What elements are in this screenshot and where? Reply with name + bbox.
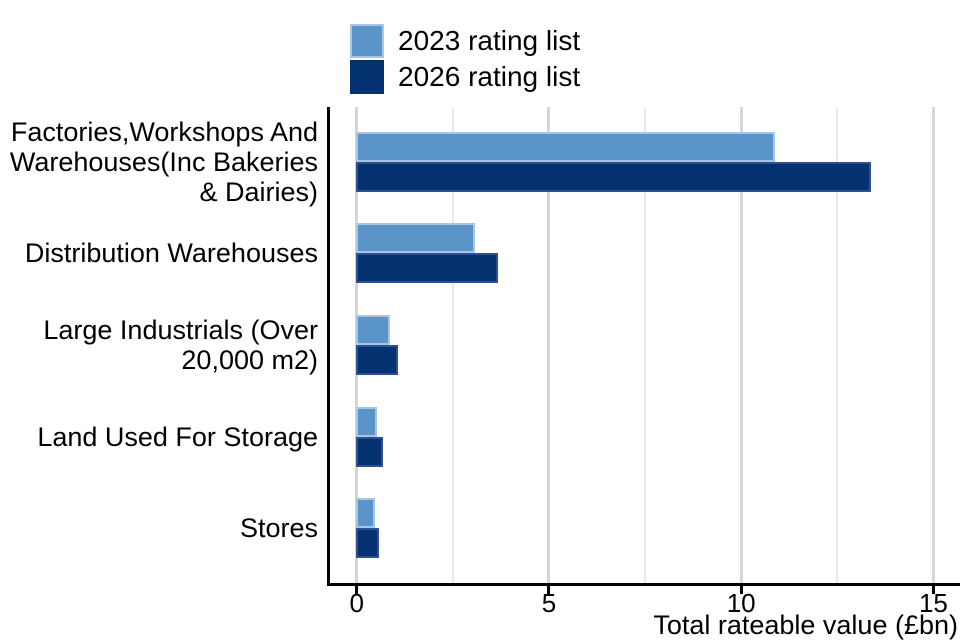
x-axis-line [327,583,960,586]
bar-series2 [355,345,398,375]
x-tick-label: 10 [726,588,756,618]
bar-series2 [355,528,379,559]
minor-gridline [836,107,839,583]
bar-series2 [355,436,383,467]
x-tick-mark [355,586,359,594]
bar-series2 [355,253,498,284]
x-tick-mark [547,586,551,594]
minor-gridline [644,107,647,583]
x-tick-label: 5 [541,588,557,618]
x-tick-label: 15 [918,588,948,618]
category-label: Land Used For Storage [37,421,318,452]
legend-key-swatch [350,60,384,94]
category-label: Factories,Workshops And Warehouses(Inc B… [9,116,318,207]
category-label: Stores [239,513,318,544]
bar-series1 [355,406,377,437]
legend: 2023 rating list 2026 rating list [350,24,580,96]
category-label: Large Industrials (Over 20,000 m2) [43,315,318,375]
legend-item-label: 2026 rating list [398,61,581,92]
legend-key-swatch [350,24,384,58]
category-label: Distribution Warehouses [24,238,318,269]
major-gridline [931,107,935,583]
x-tick-mark [739,586,743,594]
major-gridline [547,107,551,583]
legend-item-label: 2023 rating list [398,25,581,56]
legend-item: 2026 rating list [350,60,580,94]
bar-series1 [355,223,475,254]
minor-gridline [451,107,454,583]
x-tick-label: 0 [349,588,364,618]
x-tick-mark [931,586,935,594]
bar-series1 [355,498,375,529]
bar-series2 [355,161,871,192]
bar-series1 [355,315,391,345]
bar-series1 [355,131,775,162]
x-axis-title: Total rateable value (£bn) [653,610,958,640]
major-gridline [739,107,743,583]
y-axis-line [327,107,330,586]
legend-item: 2023 rating list [350,24,580,58]
